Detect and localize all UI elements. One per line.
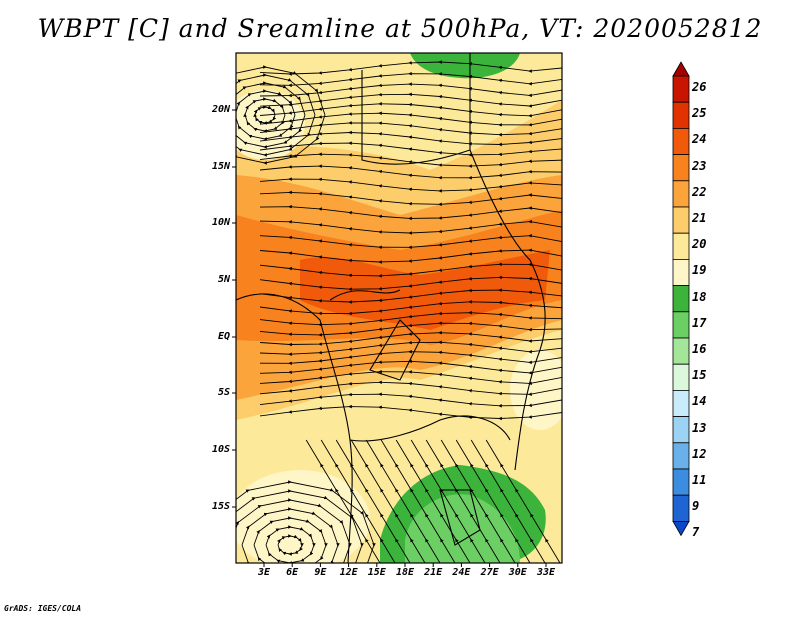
lon-label-9e: 9E bbox=[314, 567, 327, 578]
colorbar-segment bbox=[672, 494, 690, 522]
colorbar-segment bbox=[672, 311, 690, 339]
colorbar-label-7: 7 bbox=[692, 525, 700, 540]
lon-label-30e: 30E bbox=[508, 567, 527, 578]
lat-label-15s: 15S bbox=[211, 501, 230, 512]
colorbar-label-19: 19 bbox=[692, 263, 707, 278]
colorbar-segment bbox=[672, 285, 690, 313]
colorbar-label-16: 16 bbox=[692, 342, 707, 356]
colorbar-label-15: 15 bbox=[692, 368, 707, 383]
colorbar-segment bbox=[672, 180, 690, 208]
colorbar-segment bbox=[672, 468, 690, 496]
credit-text: GrADS: IGES/COLA bbox=[4, 604, 82, 613]
colorbar-label-11: 11 bbox=[692, 473, 707, 487]
colorbar-label-22: 22 bbox=[692, 184, 707, 199]
lon-label-6e: 6E bbox=[286, 567, 299, 578]
lon-label-12e: 12E bbox=[339, 567, 358, 578]
colorbar-label-25: 25 bbox=[692, 106, 707, 121]
lat-label-10n: 10N bbox=[211, 217, 230, 228]
lon-label-33e: 33E bbox=[536, 567, 556, 578]
axis-ticks bbox=[232, 109, 547, 567]
colorbar-label-20: 20 bbox=[692, 237, 707, 252]
colorbar-segment bbox=[672, 75, 690, 103]
lat-label-15n: 15N bbox=[211, 161, 230, 172]
lon-label-3e: 3E bbox=[257, 567, 271, 578]
lon-label-24e: 24E bbox=[452, 567, 471, 578]
colorbar-segment bbox=[672, 442, 690, 470]
colorbar-segment bbox=[672, 337, 690, 365]
colorbar-label-26: 26 bbox=[692, 80, 707, 94]
colorbar-label-9: 9 bbox=[692, 499, 700, 514]
colorbar-segment bbox=[672, 127, 690, 155]
colorbar-label-21: 21 bbox=[692, 211, 707, 225]
colorbar-label-24: 24 bbox=[692, 132, 707, 147]
colorbar-label-23: 23 bbox=[692, 158, 707, 173]
colorbar-bottom-arrow bbox=[672, 521, 690, 537]
colorbar-label-17: 17 bbox=[692, 315, 707, 330]
lon-label-27e: 27E bbox=[480, 567, 499, 578]
plot-area bbox=[236, 53, 562, 563]
lon-label-18e: 18E bbox=[395, 567, 415, 578]
colorbar-label-12: 12 bbox=[692, 446, 707, 461]
colorbar-segment bbox=[672, 101, 690, 129]
colorbar-segment bbox=[672, 389, 690, 417]
lon-label-15e: 15E bbox=[367, 567, 386, 578]
lat-label-20n: 20N bbox=[211, 104, 230, 115]
colorbar-segment bbox=[672, 416, 690, 444]
lat-label-eq: EQ bbox=[217, 331, 230, 342]
lat-label-10s: 10S bbox=[211, 444, 230, 455]
lat-label-5n: 5N bbox=[217, 274, 230, 285]
colorbar-label-13: 13 bbox=[692, 420, 707, 435]
colorbar-segment bbox=[672, 154, 690, 182]
colorbar-segment bbox=[672, 206, 690, 234]
plot-frame bbox=[235, 52, 563, 564]
streamlines bbox=[236, 60, 562, 563]
lat-label-5s: 5S bbox=[217, 387, 230, 398]
colorbar-segment bbox=[672, 232, 690, 260]
colorbar-label-14: 14 bbox=[692, 394, 707, 409]
colorbar-segment bbox=[672, 363, 690, 391]
map-title: WBPT [C] and Sreamline at 500hPa, VT: 20… bbox=[37, 14, 763, 43]
colorbar-segment bbox=[672, 258, 690, 286]
lon-label-21e: 21E bbox=[424, 567, 443, 578]
colorbar-label-18: 18 bbox=[692, 289, 707, 304]
country-borders bbox=[236, 53, 546, 563]
colorbar-top-arrow bbox=[672, 61, 690, 77]
